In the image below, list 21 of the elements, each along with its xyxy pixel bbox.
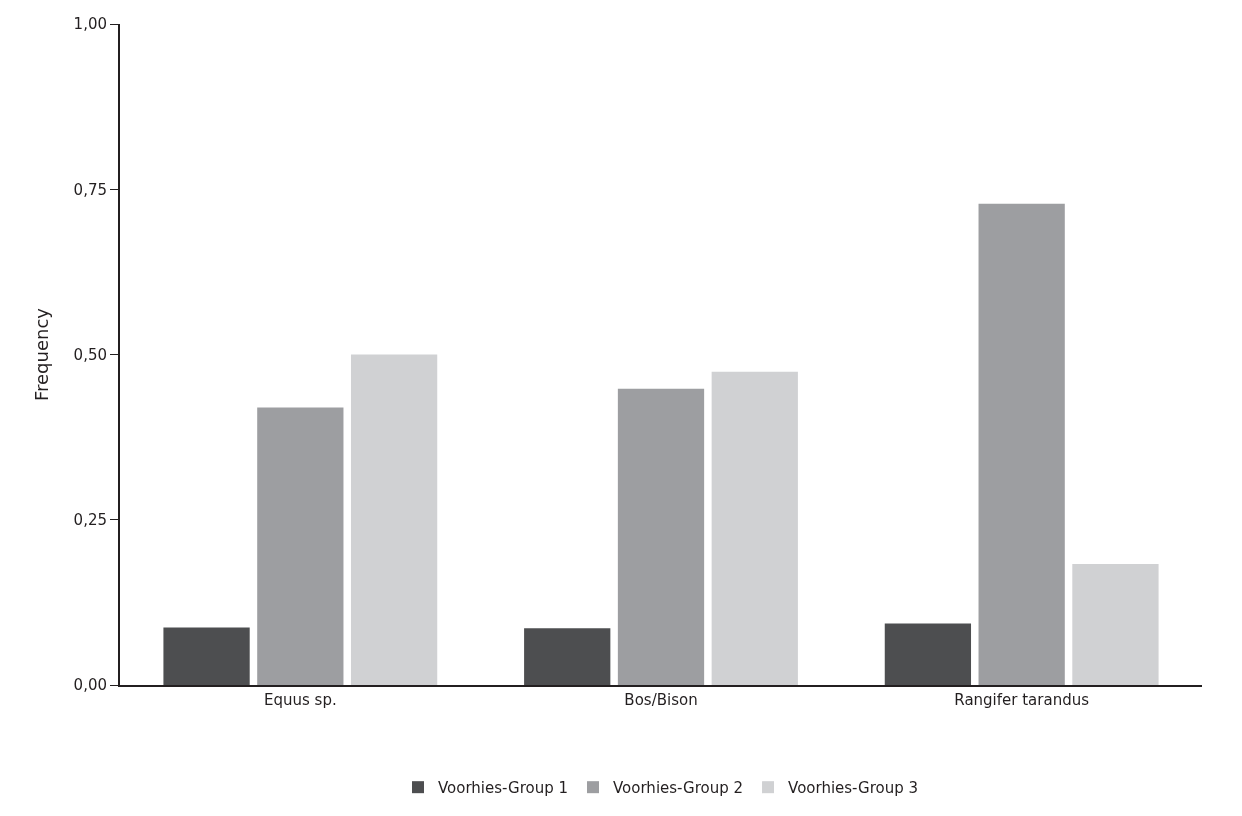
y-tick-label: 0,25 — [73, 511, 107, 529]
y-tick-label: 0,75 — [73, 180, 107, 199]
x-tick-label: Rangifer tarandus — [954, 691, 1090, 709]
y-tick-label: 1,00 — [73, 15, 107, 34]
bar — [163, 627, 250, 685]
y-tick-label: 0,50 — [73, 345, 107, 364]
legend-label: Voorhies-Group 2 — [613, 779, 744, 798]
bar — [711, 371, 798, 685]
bar — [350, 354, 438, 685]
bar — [884, 623, 972, 685]
y-tick-label: 0,00 — [73, 676, 107, 695]
bar — [617, 388, 705, 685]
bar — [524, 628, 611, 685]
x-tick-label: Equus sp. — [263, 691, 337, 709]
bar — [978, 203, 1065, 685]
x-tick-label: Bos/Bison — [624, 691, 698, 709]
legend-label: Voorhies-Group 1 — [438, 779, 569, 798]
legend-label: Voorhies-Group 3 — [788, 779, 919, 798]
bar — [1072, 564, 1159, 685]
bar — [257, 407, 344, 685]
y-axis-title: Frequency — [31, 307, 53, 401]
